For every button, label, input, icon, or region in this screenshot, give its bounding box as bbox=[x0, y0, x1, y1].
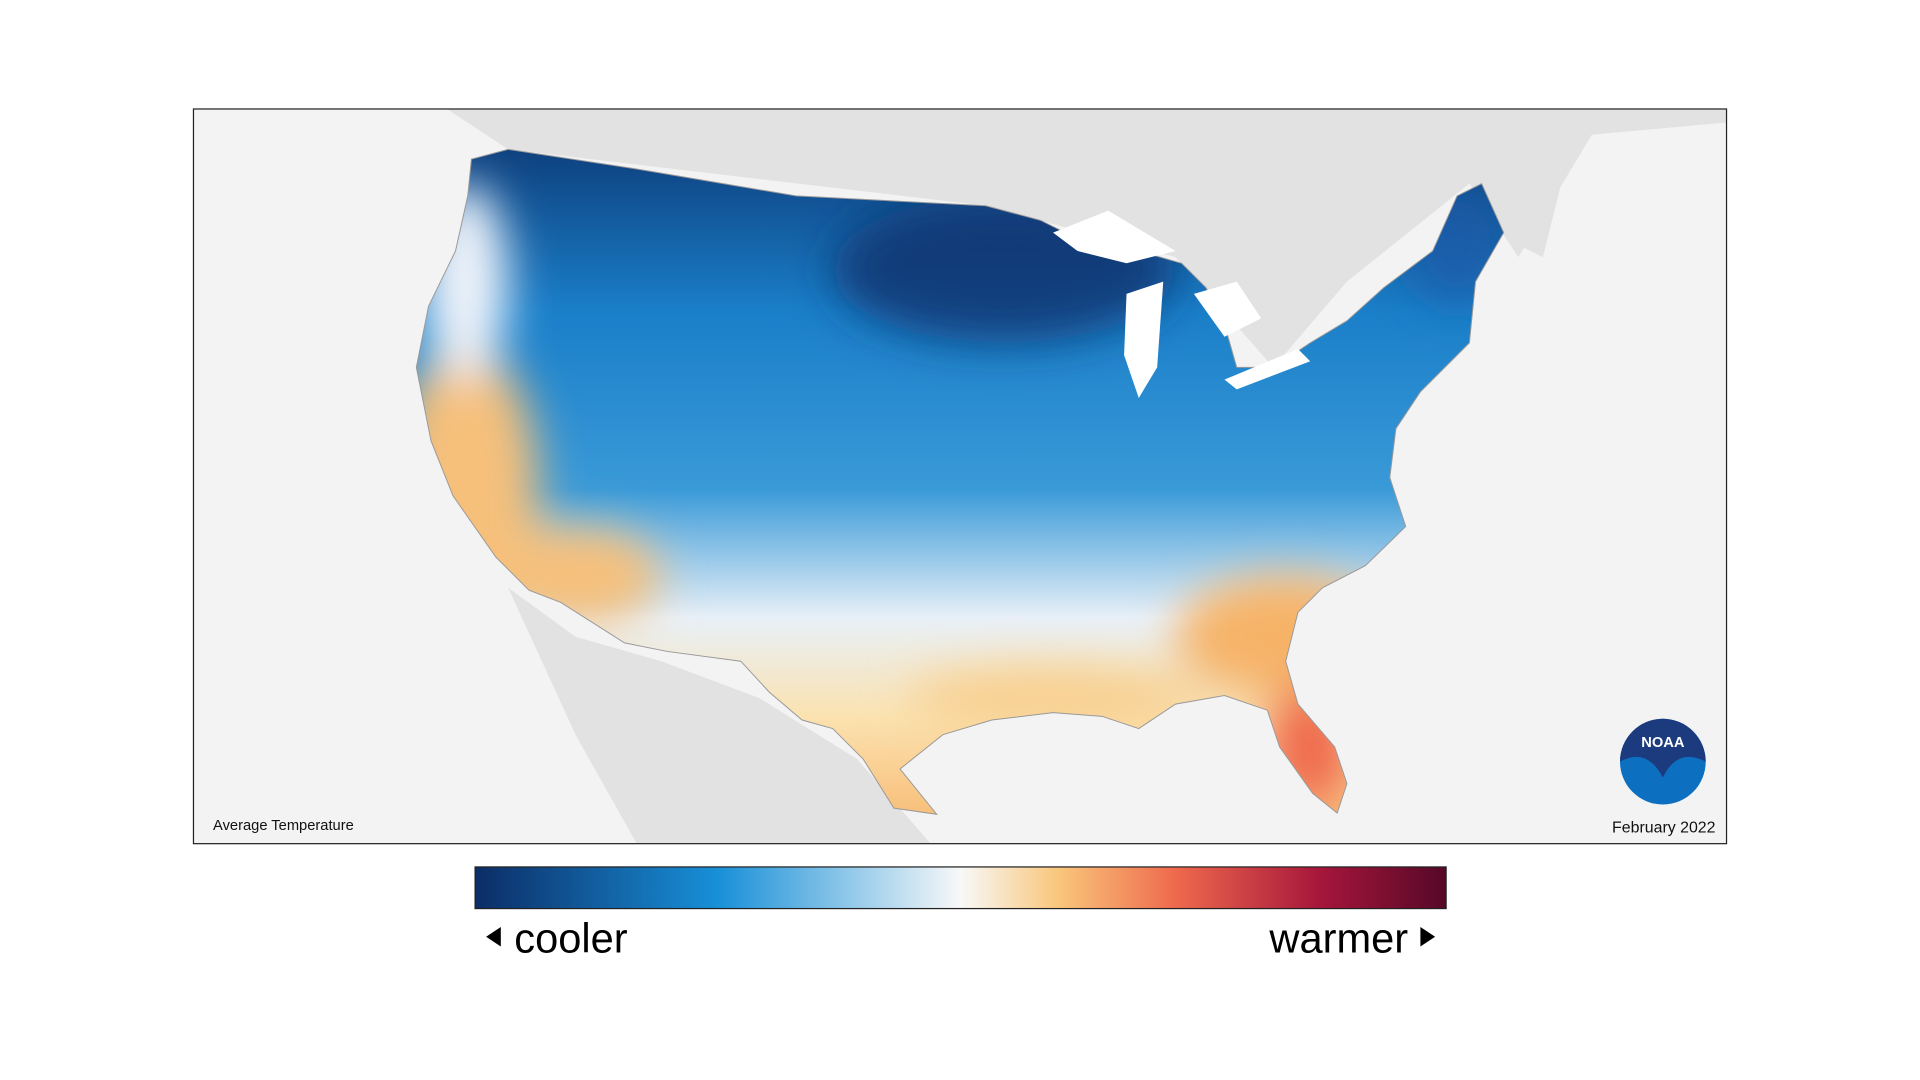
noaa-logo-text: NOAA bbox=[1641, 735, 1685, 751]
maritimes bbox=[1469, 122, 1568, 258]
legend-high-label: warmer bbox=[1268, 915, 1408, 962]
lake-erie bbox=[1224, 348, 1311, 390]
lake-superior bbox=[1053, 210, 1176, 264]
map-frame bbox=[192, 108, 1728, 845]
lake-michigan bbox=[1124, 281, 1164, 398]
left-arrow bbox=[486, 926, 501, 947]
lake-huron bbox=[1193, 281, 1262, 337]
right-arrow bbox=[1420, 926, 1436, 947]
map-date: February 2022 bbox=[1612, 820, 1716, 837]
noaa-logo-top bbox=[1620, 718, 1706, 778]
map-title: Average Temperature bbox=[213, 818, 354, 834]
color-scale bbox=[474, 866, 1447, 910]
canada bbox=[446, 108, 1727, 368]
map-area: NOAA Average Temperature February 2022 bbox=[193, 108, 1727, 844]
mexico bbox=[508, 587, 931, 844]
legend-low-label: cooler bbox=[514, 915, 628, 962]
